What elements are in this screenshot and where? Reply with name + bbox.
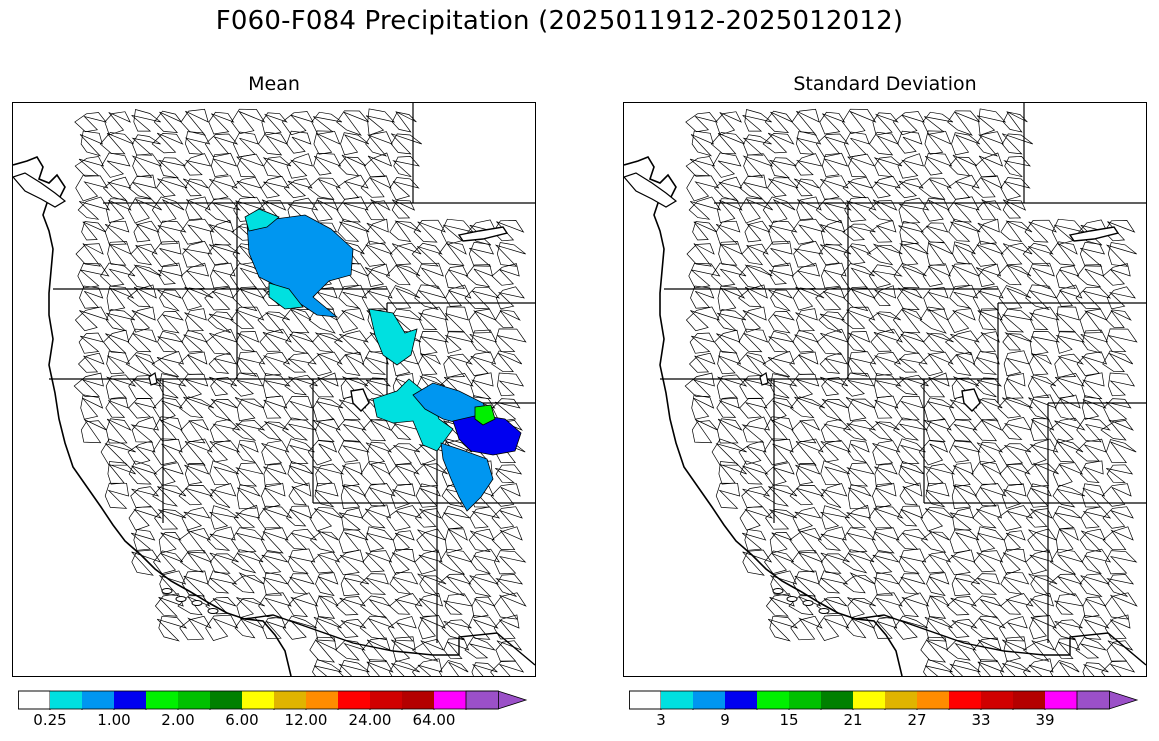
colorbar-tick-label: 64.00 xyxy=(412,711,456,729)
colorbar-swatch xyxy=(853,691,885,709)
basin-northern-utah-wasatch xyxy=(372,378,454,452)
colorbar-swatch xyxy=(50,691,82,709)
colorbar-swatch xyxy=(885,691,917,709)
colorbar-swatch xyxy=(693,691,725,709)
colorbar-swatch xyxy=(210,691,242,709)
colorbar-swatch xyxy=(789,691,821,709)
colorbar-swatch xyxy=(725,691,757,709)
colorbar-swatch xyxy=(18,690,51,710)
colorbar-swatch xyxy=(465,690,528,710)
colorbar-swatch xyxy=(114,691,146,709)
basin-northern-idaho-western-montana xyxy=(246,214,354,318)
mean-map xyxy=(12,102,536,677)
stddev-colorbar xyxy=(629,690,1139,710)
colorbar-tick-label: 2.00 xyxy=(161,711,195,729)
colorbar-swatch xyxy=(306,691,338,709)
stddev-map-svg xyxy=(624,103,1146,676)
colorbar-swatch xyxy=(629,690,662,710)
colorbar-swatch xyxy=(981,691,1013,709)
colorbar-tick-label: 39 xyxy=(1035,711,1055,729)
stddev-panel-title: Standard Deviation xyxy=(793,73,977,95)
colorbar-tick-label: 33 xyxy=(971,711,991,729)
colorbar-tick-label: 24.00 xyxy=(348,711,392,729)
colorbar-swatch xyxy=(1013,691,1045,709)
colorbar-tick-label: 12.00 xyxy=(284,711,328,729)
colorbar-swatch xyxy=(757,691,789,709)
colorbar-swatch xyxy=(821,691,853,709)
colorbar-swatch xyxy=(178,691,210,709)
stddev-map xyxy=(623,102,1147,677)
colorbar-swatch xyxy=(338,691,370,709)
basin-northern-colorado-peak xyxy=(474,404,496,426)
colorbar-swatch xyxy=(949,691,981,709)
colorbar-swatch xyxy=(917,691,949,709)
mean-panel-title: Mean xyxy=(248,73,300,95)
colorbar-tick-label: 21 xyxy=(843,711,863,729)
colorbar-swatch xyxy=(402,691,434,709)
figure-title: F060-F084 Precipitation (2025011912-2025… xyxy=(215,6,904,36)
colorbar-tick-label: 3 xyxy=(656,711,666,729)
colorbar-swatch xyxy=(82,691,114,709)
mean-map-svg xyxy=(13,103,535,676)
colorbar-tick-label: 27 xyxy=(907,711,927,729)
mean-colorbar xyxy=(18,690,528,710)
colorbar-swatch xyxy=(370,691,402,709)
colorbar-swatch xyxy=(274,691,306,709)
colorbar-tick-label: 6.00 xyxy=(225,711,259,729)
basin-southwest-colorado xyxy=(440,442,494,512)
colorbar-tick-label: 15 xyxy=(779,711,799,729)
basin-southwest-montana xyxy=(368,308,418,366)
colorbar-tick-label: 1.00 xyxy=(97,711,131,729)
colorbar-swatch xyxy=(1045,691,1077,709)
colorbar-tick-label: 0.25 xyxy=(33,711,67,729)
colorbar-swatch xyxy=(434,691,466,709)
colorbar-tick-label: 9 xyxy=(720,711,730,729)
colorbar-swatch xyxy=(661,691,693,709)
colorbar-swatch xyxy=(146,691,178,709)
colorbar-swatch xyxy=(1076,690,1139,710)
colorbar-swatch xyxy=(242,691,274,709)
basin-northern-idaho-fringe xyxy=(244,208,304,310)
